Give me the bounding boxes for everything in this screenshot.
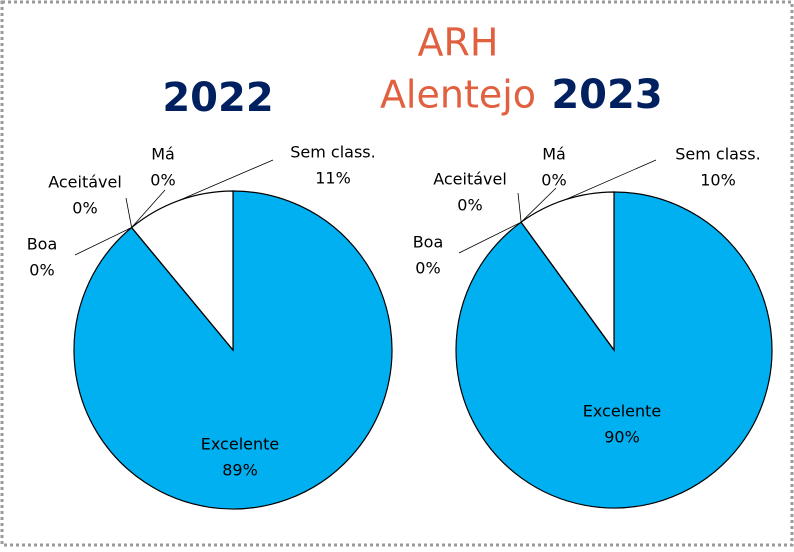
value-label: 0% — [72, 199, 97, 218]
slice-label: Boa — [27, 235, 58, 254]
slice-label: Sem class. — [290, 143, 375, 162]
slice-label: Má — [542, 145, 566, 164]
heading-line2: Alentejo — [380, 73, 536, 117]
slice-label: Boa — [413, 233, 444, 252]
slice-label: Excelente — [201, 435, 279, 454]
leader-line — [131, 189, 166, 228]
value-label: 0% — [150, 171, 175, 190]
slice-label: Sem class. — [675, 145, 760, 164]
slice-label: Aceitável — [48, 173, 122, 192]
slice-label: Excelente — [583, 402, 661, 421]
leader-line — [125, 197, 133, 228]
leader-line — [178, 159, 274, 201]
value-label: 90% — [604, 428, 640, 447]
leader-line — [458, 221, 522, 254]
value-label: 89% — [222, 461, 258, 480]
chart-title: 2023 — [551, 72, 662, 118]
value-label: 0% — [29, 261, 54, 280]
value-label: 0% — [541, 171, 566, 190]
leader-line — [517, 192, 522, 223]
value-label: 0% — [415, 259, 440, 278]
leader-line — [520, 187, 557, 223]
value-label: 11% — [315, 169, 351, 188]
value-label: 10% — [700, 171, 736, 190]
slice-label: Má — [151, 145, 175, 164]
pie-slice — [130, 190, 234, 352]
heading-line1: ARH — [418, 21, 499, 65]
leader-line — [74, 227, 132, 256]
value-label: 0% — [457, 196, 482, 215]
leader-line — [565, 159, 657, 201]
chart-title: 2022 — [162, 75, 273, 121]
slice-label: Aceitável — [433, 170, 507, 189]
